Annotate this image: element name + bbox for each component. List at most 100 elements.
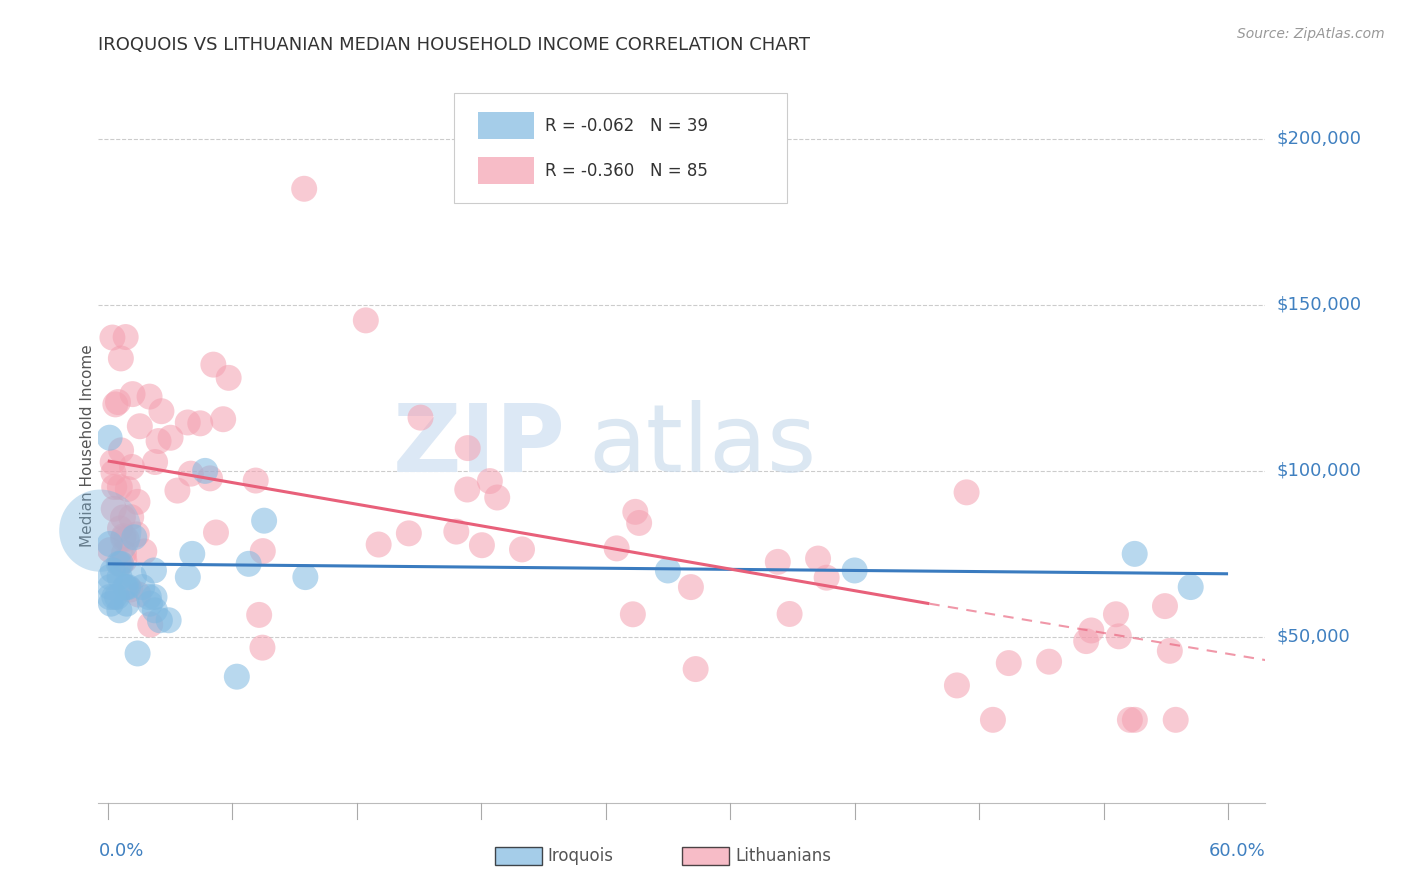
Point xyxy=(112,546,135,560)
Text: Iroquois: Iroquois xyxy=(548,847,613,865)
Point xyxy=(205,525,228,540)
Point xyxy=(1119,713,1142,727)
Point xyxy=(247,607,270,622)
Point xyxy=(218,371,240,385)
Point xyxy=(139,597,162,611)
Point xyxy=(510,542,533,557)
FancyBboxPatch shape xyxy=(478,112,534,139)
Point xyxy=(108,521,131,535)
Point xyxy=(194,464,217,478)
Point xyxy=(815,571,838,585)
Point xyxy=(110,443,132,458)
Point xyxy=(252,640,274,655)
Point xyxy=(108,557,131,571)
Point xyxy=(294,570,316,584)
Point xyxy=(166,483,188,498)
Point xyxy=(111,510,134,524)
Point xyxy=(181,547,204,561)
Text: R = -0.360   N = 85: R = -0.360 N = 85 xyxy=(546,162,709,180)
Point xyxy=(131,580,153,594)
Point xyxy=(1080,624,1102,638)
Text: R = -0.062   N = 39: R = -0.062 N = 39 xyxy=(546,118,709,136)
Point xyxy=(159,431,181,445)
Text: $200,000: $200,000 xyxy=(1277,130,1361,148)
Point xyxy=(157,613,180,627)
FancyBboxPatch shape xyxy=(495,847,541,865)
FancyBboxPatch shape xyxy=(454,93,787,203)
Point xyxy=(108,603,131,617)
Point xyxy=(238,557,260,571)
Point xyxy=(1159,644,1181,658)
Point xyxy=(981,713,1004,727)
Point xyxy=(142,564,165,578)
Point xyxy=(98,590,121,604)
Point xyxy=(997,656,1019,670)
Text: 60.0%: 60.0% xyxy=(1209,842,1265,860)
Point xyxy=(478,474,501,488)
Point xyxy=(844,564,866,578)
Point xyxy=(103,466,125,480)
Point xyxy=(120,582,142,597)
Point xyxy=(471,538,494,552)
Point xyxy=(779,607,801,621)
Point xyxy=(127,587,149,601)
Text: 0.0%: 0.0% xyxy=(98,842,143,860)
Point xyxy=(98,431,121,445)
Point xyxy=(110,557,132,571)
Point xyxy=(108,570,131,584)
Point xyxy=(766,555,789,569)
Point xyxy=(143,455,166,469)
Point xyxy=(245,474,267,488)
Point xyxy=(446,524,468,539)
Point xyxy=(115,532,138,546)
Point xyxy=(98,537,121,551)
Point xyxy=(114,330,136,344)
Point xyxy=(101,455,124,469)
Point xyxy=(103,590,125,604)
Point xyxy=(252,544,274,558)
Point xyxy=(103,480,125,494)
Point xyxy=(127,495,149,509)
Point xyxy=(292,182,315,196)
Point xyxy=(367,537,389,551)
Point xyxy=(98,570,121,584)
Point xyxy=(98,543,121,558)
Point xyxy=(117,580,139,594)
Text: IROQUOIS VS LITHUANIAN MEDIAN HOUSEHOLD INCOME CORRELATION CHART: IROQUOIS VS LITHUANIAN MEDIAN HOUSEHOLD … xyxy=(98,36,810,54)
Point xyxy=(1076,634,1098,648)
Point xyxy=(409,410,432,425)
Point xyxy=(101,330,124,344)
Point xyxy=(946,678,969,692)
Point xyxy=(188,417,211,431)
Point xyxy=(108,480,131,494)
Point xyxy=(198,471,221,485)
Point xyxy=(202,358,225,372)
Point xyxy=(354,313,377,327)
Point xyxy=(138,590,160,604)
Point xyxy=(1105,607,1128,622)
Point xyxy=(100,597,122,611)
Point xyxy=(110,351,132,366)
Point xyxy=(398,526,420,541)
Point xyxy=(112,532,135,546)
Point xyxy=(117,482,139,496)
Point xyxy=(624,505,647,519)
Point xyxy=(807,551,830,566)
FancyBboxPatch shape xyxy=(682,847,728,865)
Point xyxy=(89,524,111,538)
Point xyxy=(143,603,166,617)
Point xyxy=(685,662,707,676)
Point xyxy=(120,510,142,524)
Text: $150,000: $150,000 xyxy=(1277,296,1361,314)
Point xyxy=(679,580,702,594)
Text: $50,000: $50,000 xyxy=(1277,628,1350,646)
Point xyxy=(150,404,173,418)
Point xyxy=(125,527,148,541)
Point xyxy=(139,617,162,632)
Point xyxy=(177,416,200,430)
Text: $100,000: $100,000 xyxy=(1277,462,1361,480)
Text: ZIP: ZIP xyxy=(392,400,565,492)
Point xyxy=(1108,629,1130,643)
Point xyxy=(1154,599,1177,613)
Point xyxy=(128,419,150,434)
